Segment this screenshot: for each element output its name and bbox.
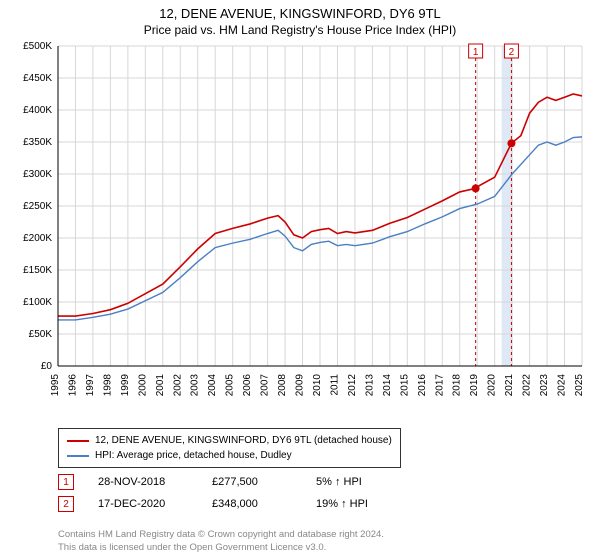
footer-line-1: Contains HM Land Registry data © Crown c… [58,529,384,541]
svg-text:2006: 2006 [242,374,253,397]
svg-text:£50K: £50K [29,329,53,340]
legend-label: HPI: Average price, detached house, Dudl… [95,448,292,463]
marker-date: 28-NOV-2018 [98,476,188,488]
svg-text:2014: 2014 [382,374,393,397]
svg-text:£250K: £250K [23,201,52,212]
chart-svg: £0 £50K £100K £150K £200K £250K £300K £350K £400… [10,42,590,422]
marker-pct: 5% ↑ HPI [316,476,416,488]
svg-text:2009: 2009 [295,374,306,397]
footer-line-2: This data is licensed under the Open Gov… [58,542,384,554]
svg-text:2015: 2015 [399,374,410,397]
svg-text:1995: 1995 [50,374,61,397]
marker-row: 2 17-DEC-2020 £348,000 19% ↑ HPI [58,496,416,512]
svg-text:£300K: £300K [23,169,52,180]
legend-swatch [67,440,89,442]
svg-text:1998: 1998 [102,374,113,397]
svg-text:£100K: £100K [23,297,52,308]
svg-text:2016: 2016 [417,374,428,397]
chart-titles: 12, DENE AVENUE, KINGSWINFORD, DY6 9TL P… [0,0,600,37]
legend: 12, DENE AVENUE, KINGSWINFORD, DY6 9TL (… [58,428,401,468]
svg-text:2022: 2022 [522,374,533,397]
svg-text:2018: 2018 [452,374,463,397]
svg-text:2003: 2003 [190,374,201,397]
svg-text:2013: 2013 [364,374,375,397]
legend-row: HPI: Average price, detached house, Dudl… [67,448,392,463]
svg-text:2017: 2017 [434,374,445,397]
marker-price: £348,000 [212,498,292,510]
marker-row: 1 28-NOV-2018 £277,500 5% ↑ HPI [58,474,416,490]
legend-label: 12, DENE AVENUE, KINGSWINFORD, DY6 9TL (… [95,433,392,448]
svg-text:2010: 2010 [312,374,323,397]
chart-area: £0 £50K £100K £150K £200K £250K £300K £350K £400… [10,42,590,422]
legend-swatch [67,455,89,457]
svg-text:2005: 2005 [225,374,236,397]
svg-text:2007: 2007 [260,374,271,397]
svg-text:2004: 2004 [207,374,218,397]
svg-text:1: 1 [473,47,479,58]
footer-text: Contains HM Land Registry data © Crown c… [58,529,384,554]
svg-text:2024: 2024 [557,374,568,397]
marker-table: 1 28-NOV-2018 £277,500 5% ↑ HPI 2 17-DEC-2020… [58,468,416,512]
svg-text:2000: 2000 [137,374,148,397]
svg-text:2012: 2012 [347,374,358,397]
svg-text:2020: 2020 [487,374,498,397]
svg-text:£350K: £350K [23,137,52,148]
marker-pct: 19% ↑ HPI [316,498,416,510]
svg-text:2019: 2019 [469,374,480,397]
svg-text:2: 2 [509,47,515,58]
svg-text:2025: 2025 [574,374,585,397]
svg-text:1996: 1996 [67,374,78,397]
chart-subtitle: Price paid vs. HM Land Registry's House … [0,23,600,37]
marker-price: £277,500 [212,476,292,488]
svg-text:2011: 2011 [329,374,340,396]
svg-text:2008: 2008 [277,374,288,397]
svg-text:£450K: £450K [23,73,52,84]
svg-text:2002: 2002 [172,374,183,397]
marker-number-box: 1 [58,474,74,490]
svg-text:2023: 2023 [539,374,550,397]
marker-number-box: 2 [58,496,74,512]
legend-row: 12, DENE AVENUE, KINGSWINFORD, DY6 9TL (… [67,433,392,448]
svg-text:2021: 2021 [504,374,515,397]
svg-text:2001: 2001 [155,374,166,397]
chart-title: 12, DENE AVENUE, KINGSWINFORD, DY6 9TL [0,6,600,21]
svg-text:£400K: £400K [23,105,52,116]
svg-text:£0: £0 [41,361,53,372]
svg-text:1999: 1999 [120,374,131,397]
svg-text:£150K: £150K [23,265,52,276]
marker-date: 17-DEC-2020 [98,498,188,510]
svg-text:£500K: £500K [23,42,52,52]
svg-text:£200K: £200K [23,233,52,244]
svg-text:1997: 1997 [85,374,96,397]
